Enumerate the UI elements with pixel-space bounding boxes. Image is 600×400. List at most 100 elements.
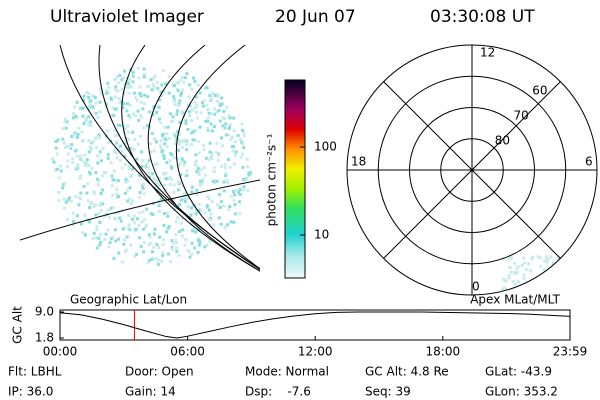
pixel	[565, 274, 569, 278]
pixel	[99, 159, 103, 163]
pixel	[124, 180, 128, 184]
meridian	[98, 45, 260, 270]
pixel	[95, 225, 99, 229]
pixel	[150, 257, 154, 261]
pixel	[113, 147, 117, 151]
pixel	[220, 165, 224, 169]
pixel	[202, 166, 206, 170]
pixel	[126, 79, 130, 83]
pixel	[56, 138, 60, 142]
pixel	[153, 227, 157, 231]
pixel	[78, 154, 82, 158]
pixel	[133, 221, 137, 225]
pixel	[120, 149, 124, 153]
pixel	[119, 219, 123, 223]
pixel	[238, 188, 242, 192]
pixel	[133, 229, 137, 233]
pixel	[128, 77, 132, 81]
pixel	[160, 259, 164, 263]
pixel	[116, 179, 120, 183]
pixel	[75, 135, 79, 139]
pixel	[185, 169, 189, 173]
pixel	[207, 197, 211, 201]
pixel	[87, 220, 91, 224]
pixel	[195, 170, 199, 174]
pixel	[68, 145, 72, 149]
pixel	[122, 238, 126, 242]
pixel	[577, 270, 581, 274]
pixel	[184, 193, 188, 197]
pixel	[198, 91, 202, 95]
pixel	[137, 76, 141, 80]
pixel	[227, 127, 231, 131]
pixel	[98, 100, 102, 104]
pixel	[211, 180, 215, 184]
pixel	[71, 157, 75, 161]
pixel	[557, 282, 561, 286]
pixel	[116, 123, 120, 127]
pixel	[156, 262, 160, 266]
pixel	[238, 211, 242, 215]
pixel	[126, 188, 130, 192]
pixel	[566, 266, 570, 270]
pixel	[574, 270, 578, 274]
pixel	[172, 132, 176, 136]
pixel	[215, 179, 219, 183]
pixel	[182, 163, 186, 167]
pixel	[175, 112, 179, 116]
pixel	[168, 112, 172, 116]
pixel	[84, 117, 88, 121]
pixel	[142, 240, 146, 244]
pixel	[117, 133, 121, 137]
pixel	[229, 220, 233, 224]
pixel	[112, 113, 116, 117]
pixel	[197, 202, 201, 206]
pixel	[531, 288, 535, 292]
pixel	[112, 150, 116, 154]
pixel	[114, 211, 118, 215]
pixel	[87, 139, 91, 143]
pixel	[192, 226, 196, 230]
pixel	[537, 277, 541, 281]
info-field: Seq: 39	[365, 385, 411, 399]
pixel	[101, 188, 105, 192]
pixel	[113, 77, 117, 81]
pixel	[522, 256, 526, 260]
pixel	[564, 270, 568, 274]
pixel	[104, 232, 108, 236]
time: 03:30:08 UT	[430, 7, 535, 27]
pixel	[99, 192, 103, 196]
pixel	[121, 106, 125, 110]
pixel	[171, 115, 175, 119]
pixel	[215, 141, 219, 145]
pixel	[50, 157, 54, 161]
pixel	[129, 85, 133, 89]
pixel	[226, 158, 230, 162]
pixel	[202, 148, 206, 152]
pixel	[85, 191, 89, 195]
pixel	[63, 120, 67, 124]
pixel	[88, 145, 92, 149]
pixel	[106, 129, 110, 133]
pixel	[83, 120, 87, 124]
pixel	[127, 223, 131, 227]
pixel	[504, 279, 508, 283]
altitude-frame	[59, 309, 571, 341]
pixel	[157, 105, 161, 109]
pixel	[206, 128, 210, 132]
pixel	[176, 89, 180, 93]
pixel	[87, 218, 91, 222]
pixel	[106, 156, 110, 160]
pixel	[233, 193, 237, 197]
pixel	[108, 215, 112, 219]
pixel	[241, 165, 245, 169]
pixel	[131, 70, 135, 74]
pixel	[561, 259, 565, 263]
pixel	[111, 235, 115, 239]
pixel	[75, 214, 79, 218]
pixel	[54, 146, 58, 150]
pixel	[152, 177, 156, 181]
pixel	[501, 289, 505, 293]
pixel	[178, 203, 182, 207]
pixel	[141, 159, 145, 163]
